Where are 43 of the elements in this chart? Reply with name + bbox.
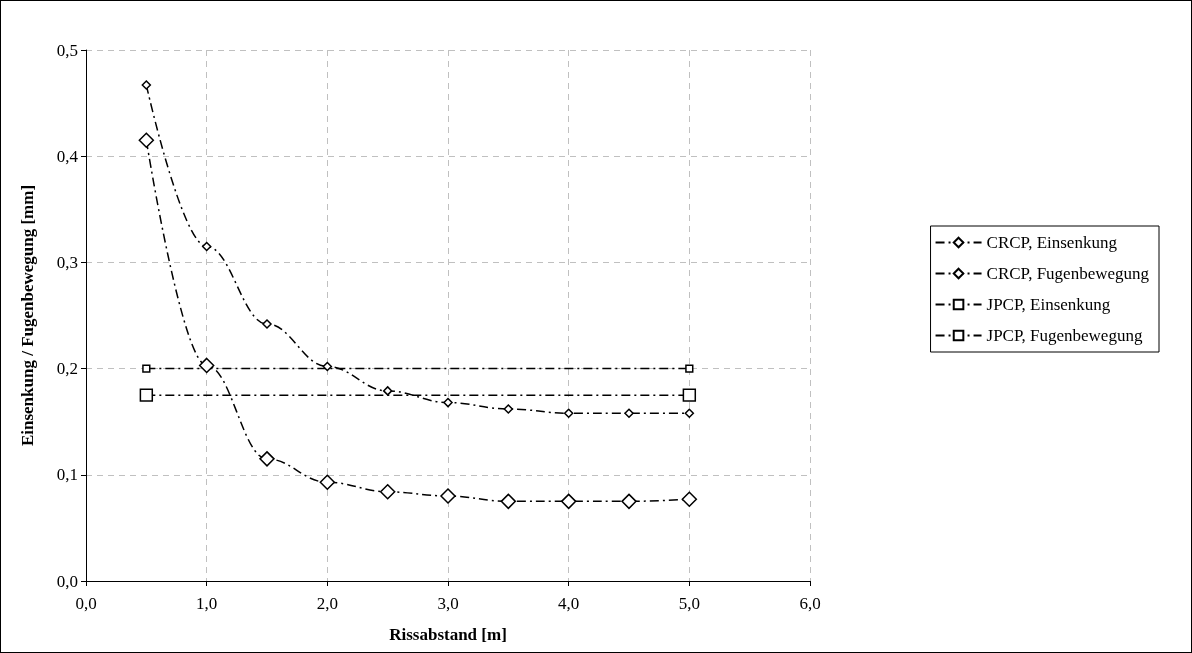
point xyxy=(684,408,695,418)
y-tick-label: 0,5 xyxy=(56,40,78,60)
point xyxy=(142,364,151,373)
x-axis-title: Rissabstand [m] xyxy=(389,625,507,644)
y-tick-label: 0,2 xyxy=(56,359,78,379)
y-tick-label: 0,0 xyxy=(56,571,78,591)
point xyxy=(198,357,215,374)
legend-label: JPCP, Einsenkung xyxy=(986,295,1111,314)
x-tick-label: 1,0 xyxy=(196,594,218,613)
x-tick-label: 5,0 xyxy=(678,594,700,613)
point xyxy=(440,488,456,504)
point xyxy=(322,361,333,372)
point xyxy=(624,408,634,418)
point xyxy=(379,484,396,500)
point xyxy=(262,319,272,329)
x-tick-label: 6,0 xyxy=(799,594,821,613)
y-axis-title: Einsenkung / Fugenbewegung [mm] xyxy=(18,184,37,447)
point xyxy=(621,493,637,510)
y-tick-label: 0,3 xyxy=(56,252,78,272)
point xyxy=(201,241,212,252)
point xyxy=(682,388,697,402)
point xyxy=(685,364,694,373)
point xyxy=(259,451,275,467)
point xyxy=(141,80,152,90)
y-tick-label: 0,4 xyxy=(56,146,79,166)
point xyxy=(382,386,393,396)
x-tick-label: 4,0 xyxy=(558,594,580,613)
x-tick-label: 2,0 xyxy=(316,594,338,613)
legend-label: JPCP, Fugenbewegung xyxy=(986,326,1143,345)
legend-label: CRCP, Einsenkung xyxy=(986,233,1118,252)
point xyxy=(560,493,577,510)
point xyxy=(500,493,517,510)
point xyxy=(443,397,453,408)
point xyxy=(139,388,154,402)
x-tick-label: 3,0 xyxy=(437,594,459,613)
point xyxy=(563,408,574,418)
point xyxy=(138,132,155,149)
point xyxy=(319,474,336,490)
point xyxy=(681,491,698,507)
x-tick-label: 0,0 xyxy=(75,594,97,613)
y-tick-label: 0,1 xyxy=(56,465,78,485)
point xyxy=(503,404,514,414)
legend-label: CRCP, Fugenbewegung xyxy=(986,264,1150,283)
